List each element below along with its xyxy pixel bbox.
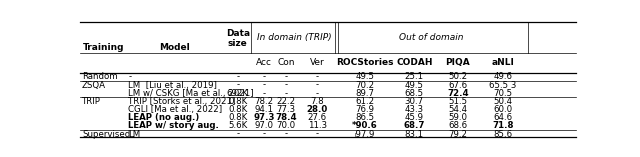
Text: 25.1: 25.1 [404, 72, 424, 81]
Text: 50.2: 50.2 [448, 72, 467, 81]
Text: 49.5: 49.5 [405, 81, 424, 89]
Text: 22.2: 22.2 [276, 97, 296, 106]
Text: -: - [285, 81, 287, 89]
Text: size: size [228, 39, 248, 48]
Text: 71.8: 71.8 [492, 121, 513, 130]
Text: 67.6: 67.6 [448, 81, 467, 89]
Text: 692K: 692K [227, 89, 249, 98]
Text: *90.6: *90.6 [352, 121, 378, 130]
Text: -: - [285, 89, 287, 98]
Text: 0.8K: 0.8K [228, 105, 247, 114]
Text: CGLI [Ma et al., 2022]: CGLI [Ma et al., 2022] [128, 105, 222, 114]
Text: PIQA: PIQA [445, 58, 470, 68]
Text: -: - [262, 72, 266, 81]
Text: Con: Con [277, 58, 295, 68]
Text: 7.8: 7.8 [310, 97, 324, 106]
Text: LEAP w/ story aug.: LEAP w/ story aug. [128, 121, 219, 130]
Text: LM: LM [128, 130, 140, 138]
Text: ZSQA: ZSQA [82, 81, 106, 89]
Text: 28.0: 28.0 [307, 105, 328, 114]
Text: 27.6: 27.6 [308, 113, 326, 122]
Text: 68.5: 68.5 [404, 89, 424, 98]
Text: 65.5 3: 65.5 3 [489, 81, 516, 89]
Text: 49.6: 49.6 [493, 72, 513, 81]
Text: In domain (TRIP): In domain (TRIP) [257, 33, 332, 42]
Text: 0.8K: 0.8K [228, 113, 247, 122]
Text: -: - [128, 72, 131, 81]
Text: ₗ97.9: ₗ97.9 [355, 130, 375, 138]
Text: aNLI: aNLI [492, 58, 515, 68]
Text: 60.0: 60.0 [493, 105, 513, 114]
Text: 49.5: 49.5 [355, 72, 374, 81]
Text: CODAH: CODAH [396, 58, 433, 68]
Text: 30.7: 30.7 [404, 97, 424, 106]
Text: 64.6: 64.6 [493, 113, 513, 122]
Text: 5.6K: 5.6K [228, 121, 247, 130]
Text: LEAP (no aug.): LEAP (no aug.) [128, 113, 200, 122]
Text: 54.4: 54.4 [448, 105, 467, 114]
Text: Data: Data [226, 30, 250, 38]
Text: 97.0: 97.0 [254, 121, 273, 130]
Text: -: - [236, 81, 239, 89]
Text: 78.2: 78.2 [254, 97, 273, 106]
Text: 70.2: 70.2 [355, 81, 374, 89]
Text: 68.6: 68.6 [448, 121, 467, 130]
Text: TRIP: TRIP [82, 97, 101, 106]
Text: 45.9: 45.9 [405, 113, 424, 122]
Text: -: - [316, 89, 319, 98]
Text: -: - [316, 130, 319, 138]
Text: 72.4: 72.4 [447, 89, 468, 98]
Text: 61.2: 61.2 [355, 97, 374, 106]
Text: 11.3: 11.3 [308, 121, 326, 130]
Text: LM  [Liu et al., 2019]: LM [Liu et al., 2019] [128, 81, 217, 89]
Text: -: - [262, 130, 266, 138]
Text: ROCStories: ROCStories [336, 58, 394, 68]
Text: LM w/ CSKG [Ma et al., 2021]: LM w/ CSKG [Ma et al., 2021] [128, 89, 253, 98]
Text: 85.6: 85.6 [493, 130, 513, 138]
Text: -: - [236, 130, 239, 138]
Text: -: - [285, 72, 287, 81]
Text: 50.4: 50.4 [493, 97, 513, 106]
Text: 59.0: 59.0 [448, 113, 467, 122]
Text: 86.5: 86.5 [355, 113, 374, 122]
Text: Random: Random [82, 72, 118, 81]
Text: TRIP [Storks et al., 2021]: TRIP [Storks et al., 2021] [128, 97, 236, 106]
Text: 79.2: 79.2 [448, 130, 467, 138]
Text: 68.7: 68.7 [404, 121, 425, 130]
Text: 70.5: 70.5 [493, 89, 513, 98]
Text: -: - [316, 72, 319, 81]
Text: Acc: Acc [256, 58, 272, 68]
Text: 77.3: 77.3 [276, 105, 296, 114]
Text: Out of domain: Out of domain [399, 33, 464, 42]
Text: -: - [262, 89, 266, 98]
Text: 0.8K: 0.8K [228, 97, 247, 106]
Text: 89.7: 89.7 [355, 89, 374, 98]
Text: Training: Training [83, 43, 124, 52]
Text: Model: Model [159, 43, 190, 52]
Text: -: - [316, 81, 319, 89]
Text: 94.1: 94.1 [254, 105, 273, 114]
Text: -: - [236, 72, 239, 81]
Text: 78.4: 78.4 [275, 113, 297, 122]
Text: Ver: Ver [310, 58, 324, 68]
Text: -: - [285, 130, 287, 138]
Text: 70.0: 70.0 [276, 121, 296, 130]
Text: 51.5: 51.5 [448, 97, 467, 106]
Text: 83.1: 83.1 [404, 130, 424, 138]
Text: -: - [262, 81, 266, 89]
Text: Supervised: Supervised [82, 130, 130, 138]
Text: 97.3: 97.3 [253, 113, 275, 122]
Text: 43.3: 43.3 [404, 105, 424, 114]
Text: 76.9: 76.9 [355, 105, 374, 114]
